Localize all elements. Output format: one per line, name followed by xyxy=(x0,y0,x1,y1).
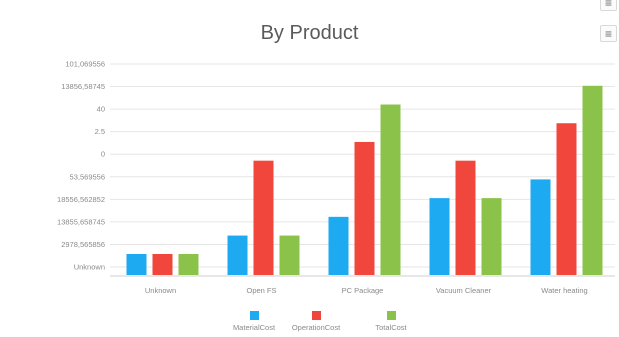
bar-materialcost-4[interactable] xyxy=(530,179,551,275)
bar-operationcost-3[interactable] xyxy=(455,160,476,275)
y-axis-ticks: 101,069556 13856,58745 40 2.5 0 53,569556 1855… xyxy=(57,60,105,272)
y-tick-label: 13855,658745 xyxy=(57,217,105,226)
y-tick-label: 18556,562852 xyxy=(57,195,105,204)
bar-totalcost-3[interactable] xyxy=(481,198,502,275)
x-tick-label: Open FS xyxy=(246,286,276,295)
y-tick-label: 101,069556 xyxy=(65,60,105,69)
legend-label: MaterialCost xyxy=(233,323,276,332)
legend-label: OperationCost xyxy=(292,323,341,332)
x-tick-label: PC Package xyxy=(342,286,384,295)
y-tick-label: 53,569556 xyxy=(70,172,105,181)
y-tick-label: 40 xyxy=(97,105,105,114)
x-tick-label: Vacuum Cleaner xyxy=(436,286,492,295)
bar-totalcost-1[interactable] xyxy=(279,235,300,275)
legend-swatch xyxy=(312,311,321,320)
chart-title: By Product xyxy=(260,22,359,44)
bar-totalcost-4[interactable] xyxy=(582,85,603,275)
bar-materialcost-1[interactable] xyxy=(227,235,248,275)
x-tick-label: Unknown xyxy=(145,286,176,295)
legend[interactable]: MaterialCost OperationCost TotalCost xyxy=(233,311,408,332)
legend-label: TotalCost xyxy=(375,323,407,332)
y-tick-label: 0 xyxy=(101,150,105,159)
x-tick-label: Water heating xyxy=(541,286,587,295)
x-axis-ticks: Unknown Open FS PC Package Vacuum Cleaner Wa… xyxy=(145,286,588,295)
legend-swatch xyxy=(387,311,396,320)
y-tick-label: Unknown xyxy=(74,263,105,272)
chart-menu-icon[interactable]: ≡ xyxy=(600,25,617,42)
bars xyxy=(126,85,603,276)
chart-menu-icon-secondary[interactable]: ≡ xyxy=(600,0,617,11)
bar-materialcost-3[interactable] xyxy=(429,198,450,275)
bar-operationcost-0[interactable] xyxy=(152,254,173,275)
bar-operationcost-2[interactable] xyxy=(354,141,375,275)
bar-totalcost-2[interactable] xyxy=(380,104,401,276)
legend-swatch xyxy=(250,311,259,320)
legend-item-totalcost[interactable]: TotalCost xyxy=(375,311,408,332)
bar-operationcost-4[interactable] xyxy=(556,123,577,276)
legend-item-materialcost[interactable]: MaterialCost xyxy=(233,311,276,332)
y-tick-label: 2978,565856 xyxy=(61,240,105,249)
bar-materialcost-2[interactable] xyxy=(328,216,349,275)
y-tick-label: 2.5 xyxy=(95,127,105,136)
legend-item-operationcost[interactable]: OperationCost xyxy=(292,311,341,332)
bar-totalcost-0[interactable] xyxy=(178,254,199,275)
bar-operationcost-1[interactable] xyxy=(253,160,274,275)
bar-materialcost-0[interactable] xyxy=(126,254,147,275)
y-tick-label: 13856,58745 xyxy=(61,82,105,91)
